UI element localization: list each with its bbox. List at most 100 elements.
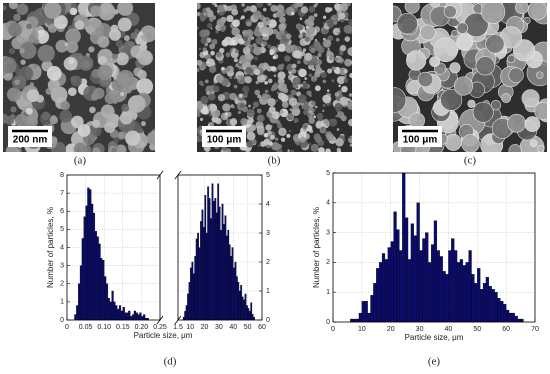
grain (451, 29, 459, 37)
grain (246, 21, 252, 27)
grain (406, 50, 427, 71)
grain (4, 115, 15, 125)
bar (87, 187, 90, 321)
y-axis-label: Number of particles, % (312, 207, 321, 288)
grain (419, 24, 436, 41)
bar (402, 172, 406, 323)
grain (64, 42, 69, 47)
bar (210, 218, 212, 321)
bar (497, 298, 501, 323)
x-tick-label: 20 (387, 326, 395, 333)
grain (485, 34, 505, 54)
grain (14, 79, 20, 86)
grain (347, 118, 352, 127)
axes-frame (332, 172, 536, 323)
grain (206, 90, 211, 95)
grain (207, 124, 211, 127)
grain (197, 136, 200, 142)
grain (304, 36, 310, 42)
bar (474, 283, 478, 323)
bar (117, 308, 120, 321)
bar (182, 316, 185, 321)
grain (309, 94, 312, 97)
grain (215, 117, 222, 125)
grain (93, 87, 105, 100)
bar (361, 300, 365, 323)
grain (208, 113, 212, 117)
grain (291, 63, 297, 69)
grain (314, 105, 318, 109)
bar (91, 203, 94, 321)
grain (231, 27, 240, 36)
grain (224, 115, 228, 119)
grain (396, 13, 418, 35)
grain (229, 92, 237, 101)
grain (229, 118, 238, 126)
grain (293, 50, 302, 59)
grain (322, 109, 325, 113)
bar (204, 195, 207, 321)
grain (336, 76, 346, 85)
bar (225, 235, 228, 321)
bar (102, 260, 105, 321)
panel-label: (b) (268, 155, 281, 167)
grain (311, 108, 316, 112)
grain (136, 78, 154, 95)
grain (91, 119, 101, 128)
bar (115, 305, 118, 321)
grain (113, 137, 119, 144)
grain (299, 136, 306, 143)
grain (433, 37, 458, 63)
grain (277, 64, 284, 71)
grain (208, 93, 216, 101)
grain (252, 10, 262, 20)
grain (347, 100, 351, 104)
y-tick-label: 4 (60, 244, 64, 251)
grain (344, 74, 347, 78)
bar (247, 308, 250, 321)
grain (277, 71, 286, 80)
grain (257, 74, 266, 83)
bar (430, 244, 435, 323)
grain (305, 25, 310, 29)
grain (137, 69, 147, 80)
bar (217, 183, 220, 321)
grain (331, 79, 335, 83)
bar (234, 261, 237, 321)
grain (216, 18, 225, 27)
grain (408, 112, 425, 129)
x-tick-label: 60 (258, 324, 266, 331)
grain (288, 129, 292, 133)
grain (490, 100, 502, 111)
grain (130, 32, 138, 40)
grain (298, 68, 307, 78)
grain (255, 80, 259, 85)
bar (92, 212, 96, 321)
grain (100, 104, 115, 119)
grain (259, 63, 265, 69)
grain (248, 118, 254, 124)
grain (197, 114, 201, 117)
bar (419, 250, 423, 323)
bar (118, 305, 122, 321)
grain (290, 149, 294, 152)
grain (308, 117, 315, 124)
bar (228, 244, 231, 321)
grain (222, 146, 228, 152)
grain (297, 24, 304, 31)
grain (223, 80, 229, 86)
bar (94, 231, 97, 321)
grain (339, 51, 344, 56)
bar (250, 302, 253, 321)
y-tick-label: 5 (326, 170, 330, 177)
x-tick-label: 20 (201, 324, 209, 331)
grain (89, 106, 96, 114)
grain (306, 112, 312, 117)
x-tick-label: 60 (502, 326, 510, 333)
grain (200, 36, 208, 44)
grain (250, 125, 257, 131)
grain (270, 134, 275, 140)
grain (250, 36, 255, 40)
bar (122, 307, 125, 321)
grain (338, 12, 346, 20)
